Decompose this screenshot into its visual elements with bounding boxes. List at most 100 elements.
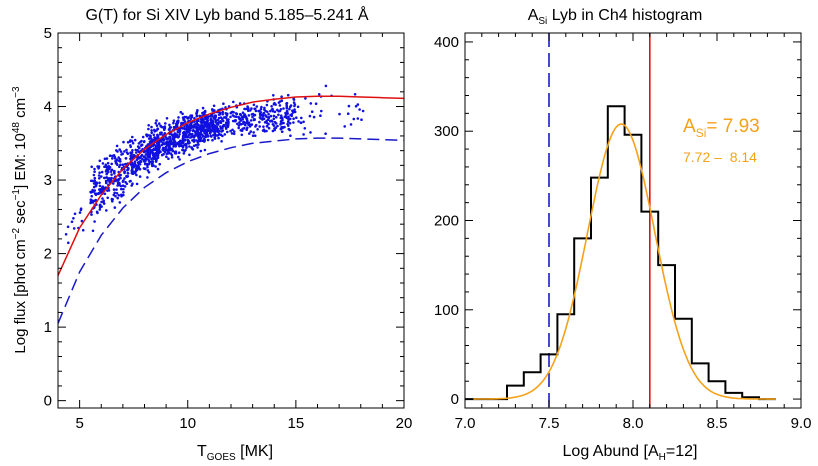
data-point [114, 179, 118, 183]
data-point [92, 182, 96, 185]
data-point [243, 107, 246, 111]
data-point [346, 112, 350, 115]
data-point [133, 138, 137, 142]
data-point [180, 121, 183, 125]
data-point [135, 173, 138, 177]
data-point [196, 134, 200, 138]
data-point [150, 158, 153, 161]
data-point [182, 118, 185, 121]
data-point [162, 152, 165, 156]
histogram-bin [608, 106, 625, 399]
data-point [187, 130, 191, 133]
data-point [269, 114, 273, 118]
data-point [192, 134, 195, 138]
data-point [144, 158, 147, 161]
data-point [246, 126, 249, 129]
data-point [288, 128, 292, 132]
data-point [280, 130, 284, 133]
data-point [206, 138, 210, 142]
data-point [115, 158, 119, 162]
data-point [126, 141, 130, 144]
data-point [166, 142, 170, 146]
data-point [133, 160, 137, 163]
data-point [272, 114, 276, 118]
data-point [100, 200, 103, 204]
data-point [224, 116, 228, 120]
data-point [135, 167, 138, 171]
data-point [293, 104, 296, 108]
data-point [130, 184, 133, 187]
y-tick-label: 1 [44, 319, 52, 336]
data-point [132, 154, 135, 158]
data-point [130, 139, 134, 143]
data-point [165, 117, 169, 120]
data-point [232, 132, 236, 136]
data-point [125, 175, 129, 179]
data-point [150, 131, 153, 134]
dashed-model-curve [57, 137, 405, 324]
data-point [238, 117, 242, 121]
data-point [167, 144, 171, 148]
data-point [195, 114, 199, 118]
data-point [139, 144, 143, 147]
data-point [202, 140, 206, 143]
data-point [133, 171, 137, 175]
data-point [178, 158, 181, 161]
data-point [211, 129, 215, 132]
data-point [143, 162, 147, 166]
data-point [148, 154, 151, 157]
data-point [183, 131, 187, 135]
data-point [131, 162, 134, 165]
data-point [361, 109, 365, 113]
data-point [154, 148, 157, 151]
data-point [251, 115, 254, 119]
data-point [110, 162, 113, 166]
data-point [110, 173, 113, 176]
data-point [131, 170, 134, 173]
data-point [194, 131, 197, 135]
data-point [181, 148, 184, 152]
data-point [297, 120, 300, 123]
data-point [80, 219, 84, 223]
data-point [170, 156, 174, 159]
data-point [108, 167, 111, 171]
x-tick-label: 5 [75, 415, 83, 432]
data-point [317, 93, 321, 96]
data-point [138, 167, 142, 171]
data-point [243, 126, 246, 130]
data-point [151, 151, 155, 155]
data-point [90, 213, 93, 216]
data-point [279, 123, 282, 126]
data-point [249, 109, 252, 112]
data-point [240, 133, 244, 137]
data-point [356, 103, 360, 106]
data-point [146, 165, 149, 169]
data-point [160, 131, 163, 134]
data-point [252, 103, 256, 107]
data-point [260, 105, 263, 109]
data-point [211, 109, 214, 112]
data-point [250, 113, 254, 116]
data-point [138, 175, 142, 178]
data-point [97, 174, 101, 177]
data-point [114, 194, 117, 198]
data-point [123, 163, 127, 166]
data-point [106, 179, 110, 182]
data-point [273, 127, 276, 130]
data-point [177, 151, 181, 154]
data-point [147, 137, 151, 140]
left-xlabel: TGOES [MK] [197, 443, 273, 463]
data-point [286, 93, 290, 97]
data-point [178, 142, 181, 145]
data-point [302, 120, 305, 124]
data-point [67, 241, 70, 245]
data-point [250, 123, 253, 127]
data-point [166, 137, 170, 141]
data-point [203, 148, 207, 152]
data-point [169, 142, 172, 146]
data-point [151, 161, 154, 165]
data-point [163, 128, 166, 132]
data-point [119, 184, 123, 188]
data-point [221, 117, 224, 121]
